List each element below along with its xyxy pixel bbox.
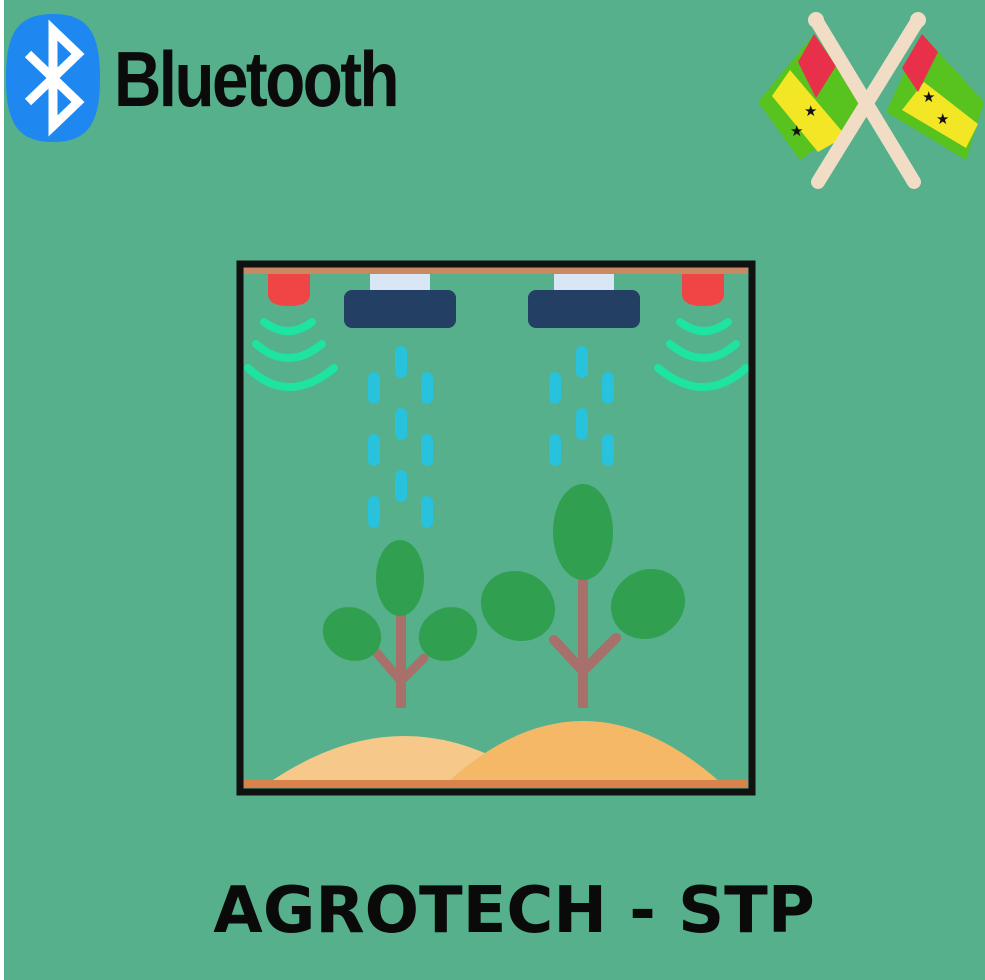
greenhouse-frame [236,260,756,796]
right-plant-icon [480,484,686,708]
left-edge-strip [0,0,4,980]
svg-text:★: ★ [790,122,803,140]
right-sprinkler-icon [528,274,640,328]
right-flag: ★ ★ [886,34,984,160]
soil-mounds [244,721,748,787]
left-sprinkler-icon [344,274,456,328]
water-drops [368,346,614,528]
svg-text:★: ★ [936,110,949,128]
top-rail [244,268,748,274]
svg-text:★: ★ [804,102,817,120]
bluetooth-wordmark: Bluetooth [114,35,400,123]
bluetooth-icon [6,14,100,142]
right-sensor-icon [654,274,750,391]
svg-text:★: ★ [922,88,935,106]
left-flag: ★ ★ [758,34,870,160]
greenhouse-illustration [236,260,756,796]
page-title: AGROTECH - STP [213,874,815,948]
left-sensor-icon [244,274,338,391]
left-plant-icon [322,540,478,708]
crossed-flags-icon: ★ ★ ★ ★ [758,12,984,189]
